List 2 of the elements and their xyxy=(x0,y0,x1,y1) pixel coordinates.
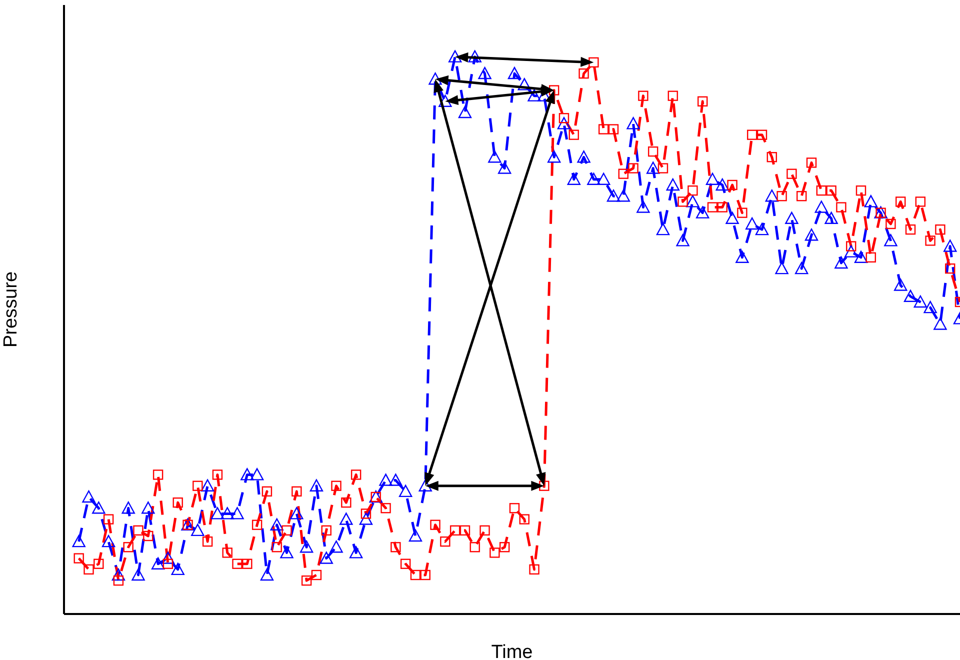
x-axis-title: Time xyxy=(491,642,533,660)
y-axis-title: Pressure xyxy=(0,271,22,348)
